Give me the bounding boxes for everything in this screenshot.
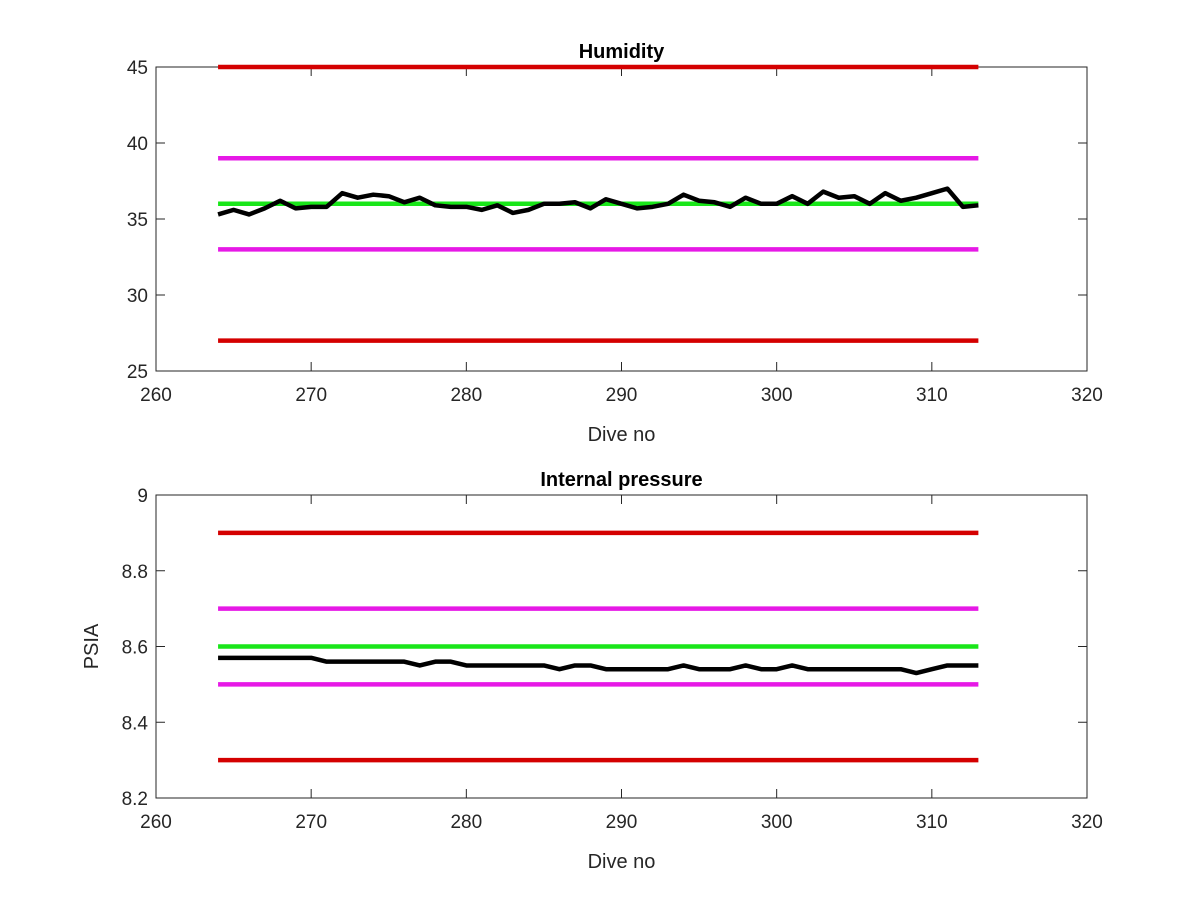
axes-box — [155, 66, 1088, 372]
x-tick-label: 260 — [140, 812, 172, 833]
x-tick-label: 310 — [916, 812, 948, 833]
y-tick-label: 8.6 — [122, 638, 148, 659]
x-tick-label: 300 — [761, 812, 793, 833]
chart-title: Internal pressure — [540, 469, 702, 491]
y-tick-label: 8.8 — [122, 562, 148, 583]
series-line — [217, 186, 979, 217]
x-axis-label: Dive no — [588, 424, 656, 446]
y-tick-label: 30 — [127, 286, 148, 307]
x-tick-label: 270 — [295, 385, 327, 406]
x-tick-label: 300 — [761, 385, 793, 406]
y-axis-label: PSIA — [81, 623, 103, 669]
series-line — [218, 655, 979, 676]
x-tick-label: 290 — [606, 812, 638, 833]
humidity-chart: 260 270 280 290 300 310 320 25 30 35 40 45 Humidity D… — [127, 41, 1103, 446]
chart-title: Humidity — [579, 41, 665, 63]
x-tick-label: 320 — [1071, 812, 1103, 833]
x-tick-label: 290 — [606, 385, 638, 406]
y-tick-label: 8.4 — [122, 713, 149, 734]
x-tick-label: 280 — [450, 385, 482, 406]
y-tick-label: 8.2 — [122, 789, 148, 810]
x-tick-label: 260 — [140, 385, 172, 406]
x-tick-label: 320 — [1071, 385, 1103, 406]
x-tick-label: 270 — [295, 812, 327, 833]
y-tick-label: 9 — [137, 486, 148, 507]
x-tick-label: 280 — [450, 812, 482, 833]
x-tick-label: 310 — [916, 385, 948, 406]
y-tick-label: 40 — [127, 134, 148, 155]
internal-pressure-chart: 260 270 280 290 300 310 320 8.2 8.4 8.6 8.8 9 Intern… — [81, 469, 1103, 873]
y-tick-label: 25 — [127, 362, 148, 383]
x-axis-label: Dive no — [588, 851, 656, 873]
y-tick-label: 35 — [127, 210, 148, 231]
y-tick-label: 45 — [127, 58, 148, 79]
